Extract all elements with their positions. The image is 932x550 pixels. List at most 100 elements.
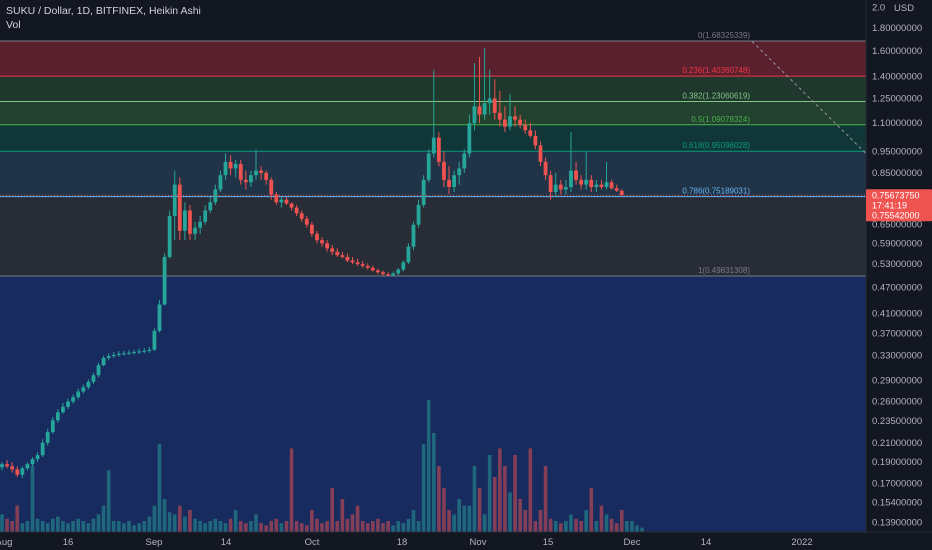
candle-body <box>401 262 406 270</box>
candle-body <box>487 98 492 104</box>
candle-body <box>188 210 192 234</box>
volume-bar <box>457 499 461 532</box>
volume-bar <box>513 455 517 532</box>
candle-body <box>137 351 142 353</box>
volume-bar <box>452 514 456 532</box>
volume-bar <box>223 523 228 532</box>
candle-body <box>30 459 35 465</box>
volume-bar <box>299 523 304 532</box>
symbol-title[interactable]: SUKU / Dollar, 1D, BITFINEX, Heikin Ashi <box>6 5 201 17</box>
volume-bar <box>355 505 360 532</box>
candle-body <box>167 215 172 257</box>
candle-body <box>396 269 401 274</box>
volume-bar <box>111 521 116 532</box>
volume-bar <box>249 521 253 532</box>
price-axis[interactable]: 2.0 1.80000000 1.60000000 1.40000000 1.25000… <box>865 0 932 532</box>
volume-label[interactable]: Vol <box>6 19 21 31</box>
candle-body <box>604 182 609 188</box>
volume-bar <box>172 514 177 532</box>
volume-bar <box>0 514 4 532</box>
volume-bar <box>142 521 147 532</box>
candle-body <box>431 137 436 154</box>
candle-body <box>376 270 380 273</box>
candle-body <box>213 189 218 203</box>
price-tick-label: 0.15400000 <box>872 498 922 509</box>
candle-body <box>386 274 390 276</box>
candle-body <box>203 210 208 222</box>
volume-bar <box>548 518 553 532</box>
candle-body <box>116 353 121 355</box>
candle-body <box>350 260 355 263</box>
trend-line[interactable] <box>751 41 867 154</box>
volume-bar <box>106 470 111 532</box>
candle-body <box>538 145 543 162</box>
candle-body <box>416 204 421 225</box>
volume-bar <box>117 521 121 532</box>
close-price-value: 0.75542000 <box>872 210 920 220</box>
candle-body <box>299 213 304 219</box>
price-tick-label: 2.0 <box>872 3 885 14</box>
fib-levels[interactable]: 0(1.68325339) 0.236(1.40360748) 0.382(1.23… <box>0 31 866 277</box>
candle-body <box>259 170 263 173</box>
candle-body <box>508 116 512 127</box>
candle-body <box>20 468 25 475</box>
candle-body <box>574 170 578 180</box>
volume-bar <box>127 521 131 532</box>
volume-bar <box>492 477 497 532</box>
volume-bar <box>625 521 629 532</box>
price-tick-label: 0.33000000 <box>872 351 922 362</box>
candle-body <box>86 381 91 388</box>
candle-body <box>442 161 446 180</box>
price-tick-label: 0.23500000 <box>872 416 922 427</box>
price-tick-label: 0.26000000 <box>872 397 922 408</box>
price-tick-label: 0.95000000 <box>872 146 922 157</box>
candle-body <box>345 256 350 261</box>
volume-bar <box>594 521 599 532</box>
time-tick-label: 15 <box>543 537 554 548</box>
candle-body <box>457 168 462 176</box>
volume-bar <box>198 521 202 532</box>
volume-bar <box>589 488 594 532</box>
volume-bar <box>193 518 197 532</box>
legend: SUKU / Dollar, 1D, BITFINEX, Heikin Ashi… <box>6 4 201 32</box>
volume-bar <box>609 518 614 532</box>
volume-bar <box>574 518 578 532</box>
candle-body <box>553 184 558 192</box>
candle-body <box>579 179 584 185</box>
candle-body <box>238 164 243 180</box>
volume-bar <box>25 521 30 532</box>
time-axis[interactable]: Aug 16 Sep 14 Oct 18 Nov 15 Dec 14 2022 <box>0 531 932 550</box>
volume-bar <box>96 514 101 532</box>
volume-bar <box>579 521 583 532</box>
volume-bar <box>396 521 401 532</box>
candle-body <box>142 350 147 352</box>
volume-bar <box>132 525 136 532</box>
price-tick-label: 0.85000000 <box>872 168 922 179</box>
volume-bar <box>167 512 172 532</box>
candle-body <box>325 243 330 249</box>
time-tick-label: 2022 <box>791 537 812 548</box>
candle-body <box>96 365 101 376</box>
volume-bar <box>244 523 248 532</box>
fib-zones <box>0 41 866 532</box>
candle-body <box>50 420 55 433</box>
volume-bar <box>508 492 512 532</box>
candle-body <box>122 353 126 355</box>
candle-body <box>289 203 294 208</box>
volume-bar <box>604 514 609 532</box>
price-tick-label: 1.10000000 <box>872 118 922 129</box>
candle-body <box>198 221 203 228</box>
candle-body <box>426 153 431 180</box>
candle-body <box>304 218 309 225</box>
volume-bar <box>238 521 243 532</box>
price-tick-label: 1.40000000 <box>872 72 922 83</box>
volume-bar <box>305 525 309 532</box>
volume-bar <box>640 527 644 532</box>
candle-body <box>558 184 563 190</box>
candle-body <box>584 179 589 185</box>
volume-bar <box>472 466 477 532</box>
volume-bar <box>284 521 289 532</box>
volume-bar <box>559 523 563 532</box>
volume-bar <box>376 518 380 532</box>
